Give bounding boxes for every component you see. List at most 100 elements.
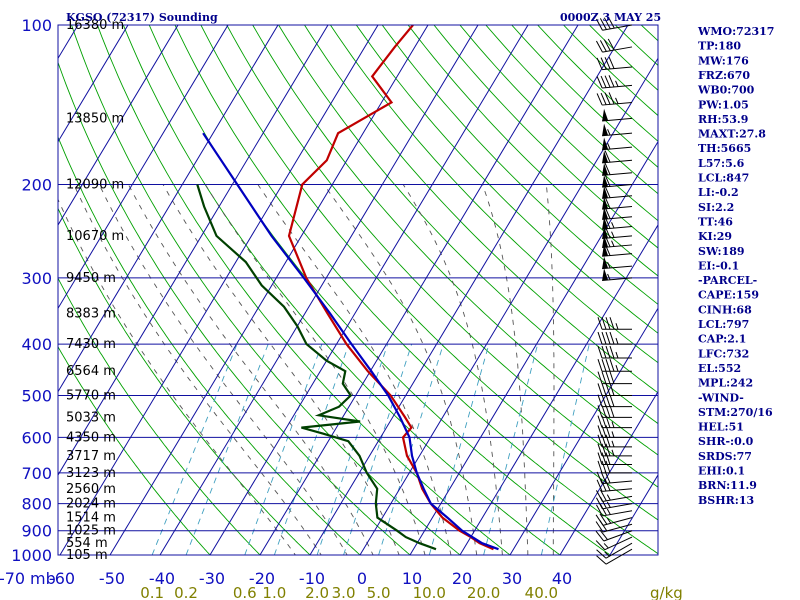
temperature-tick-label: -30	[199, 569, 225, 588]
mixing-ratio-tick-label: 0.1	[140, 584, 164, 600]
pressure-tick-label: 600	[21, 428, 52, 447]
index-entry: SI:2.2	[698, 201, 734, 214]
wind-barb	[596, 548, 633, 565]
wind-barb	[596, 75, 633, 89]
index-entry: SHR-:0.0	[698, 435, 754, 448]
temperature-tick-label: -60	[49, 569, 75, 588]
index-entry: L57:5.6	[698, 157, 745, 170]
index-entry: BRN:11.9	[698, 479, 757, 492]
moist-adiabat	[257, 184, 452, 555]
wind-barb	[597, 460, 632, 474]
wind-barb	[595, 536, 633, 551]
temperature-tick-label: 0	[357, 569, 367, 588]
dry-adiabat	[278, 25, 658, 425]
height-label: 4350 m	[66, 430, 116, 445]
index-entry: -PARCEL-	[698, 274, 757, 287]
wind-barb	[602, 162, 633, 176]
isotherm	[509, 307, 658, 555]
wind-barb	[596, 92, 633, 106]
mixing-ratio-tick-label: 5.0	[367, 584, 391, 600]
pressure-tick-label: 400	[21, 335, 52, 354]
index-entry: WB0:700	[697, 84, 755, 97]
mixing-ratio-tick-label: 1.0	[262, 584, 286, 600]
wind-barb	[595, 513, 633, 526]
index-entry: PW:1.05	[698, 98, 749, 111]
index-entry: FRZ:670	[698, 69, 750, 82]
mixing-ratio-line	[428, 343, 490, 555]
sounding-profiles	[196, 25, 499, 551]
isotherm	[309, 25, 629, 555]
valid-time: 0000Z 3 MAY 25	[560, 11, 661, 24]
dry-adiabat	[252, 25, 658, 456]
dry-adiabat	[122, 25, 561, 555]
mixing-ratio-tick-label: 2.0	[305, 584, 329, 600]
mixing-ratio-line	[273, 343, 350, 555]
moist-adiabat	[402, 184, 503, 555]
isotherm	[58, 25, 129, 143]
wind-barb	[597, 371, 632, 385]
isotherm	[58, 25, 329, 476]
index-entry: LCL:847	[698, 172, 749, 185]
wind-barb	[602, 137, 633, 151]
index-entry: TP:180	[698, 40, 741, 53]
mixing-ratio-line	[540, 343, 590, 555]
index-entry: TH:5665	[698, 142, 751, 155]
wind-barb	[602, 150, 633, 164]
wind-barb	[602, 235, 633, 249]
dry-adiabat	[58, 345, 211, 555]
index-entry: EL:552	[698, 362, 741, 375]
dry-adiabat	[355, 25, 658, 334]
index-entry: WMO:72317	[697, 25, 774, 38]
dry-adiabat	[303, 25, 658, 394]
isotherm	[59, 25, 379, 555]
wind-barb	[596, 56, 633, 71]
temperature-tick-label: 40	[552, 569, 572, 588]
index-entry: EI:-0.1	[698, 259, 739, 272]
wind-barb	[597, 345, 632, 359]
dry-adiabat	[148, 25, 611, 555]
index-entry: MW:176	[698, 54, 749, 67]
dry-adiabat	[58, 207, 311, 555]
index-entry: EHI:0.1	[698, 465, 745, 478]
index-entry: SRDS:77	[698, 450, 752, 463]
isotherm	[58, 25, 179, 226]
axis-labels: 1002003004005006007008009001000mb-80-70-…	[0, 16, 683, 600]
wind-barbs	[595, 16, 633, 565]
pressure-tick-label: 200	[21, 176, 52, 195]
height-label: 1514 m	[66, 511, 116, 526]
wind-barb	[602, 196, 633, 210]
wind-barb	[597, 425, 632, 438]
dry-adiabat	[433, 25, 658, 249]
wind-barb	[595, 529, 633, 542]
index-entry: MPL:242	[698, 377, 753, 390]
mixing-ratio-line	[244, 343, 323, 555]
index-entry: STM:270/16	[698, 406, 773, 419]
mixing-ratio-line	[316, 343, 389, 555]
mixing-ratio-line	[151, 343, 238, 555]
height-label: 13850 m	[66, 111, 124, 126]
isotherm	[159, 25, 479, 555]
height-label: 2560 m	[66, 482, 116, 497]
height-label: 3717 m	[66, 449, 116, 464]
wind-barb	[595, 489, 633, 503]
mixing-ratio-line	[185, 343, 269, 555]
mixing-ratio-tick-label: 10.0	[413, 584, 446, 600]
mixing-ratio-line	[343, 343, 413, 555]
mixing-ratio-tick-label: 0.6	[233, 584, 257, 600]
station-title: KGSO (72317) Sounding	[66, 11, 218, 24]
dry-adiabat	[58, 61, 411, 555]
pressure-tick-label: 300	[21, 269, 52, 288]
wind-barb	[597, 317, 632, 330]
pressure-tick-label: 100	[21, 16, 52, 35]
index-entry: SW:189	[698, 245, 745, 258]
index-entry: -WIND-	[698, 391, 744, 404]
height-label: 10670 m	[66, 229, 124, 244]
index-entry: LI:-0.2	[698, 186, 739, 199]
index-entry: MAXT:27.8	[698, 128, 766, 141]
wind-barb	[602, 108, 633, 122]
wind-barb	[595, 16, 633, 31]
isotherm	[409, 140, 658, 555]
